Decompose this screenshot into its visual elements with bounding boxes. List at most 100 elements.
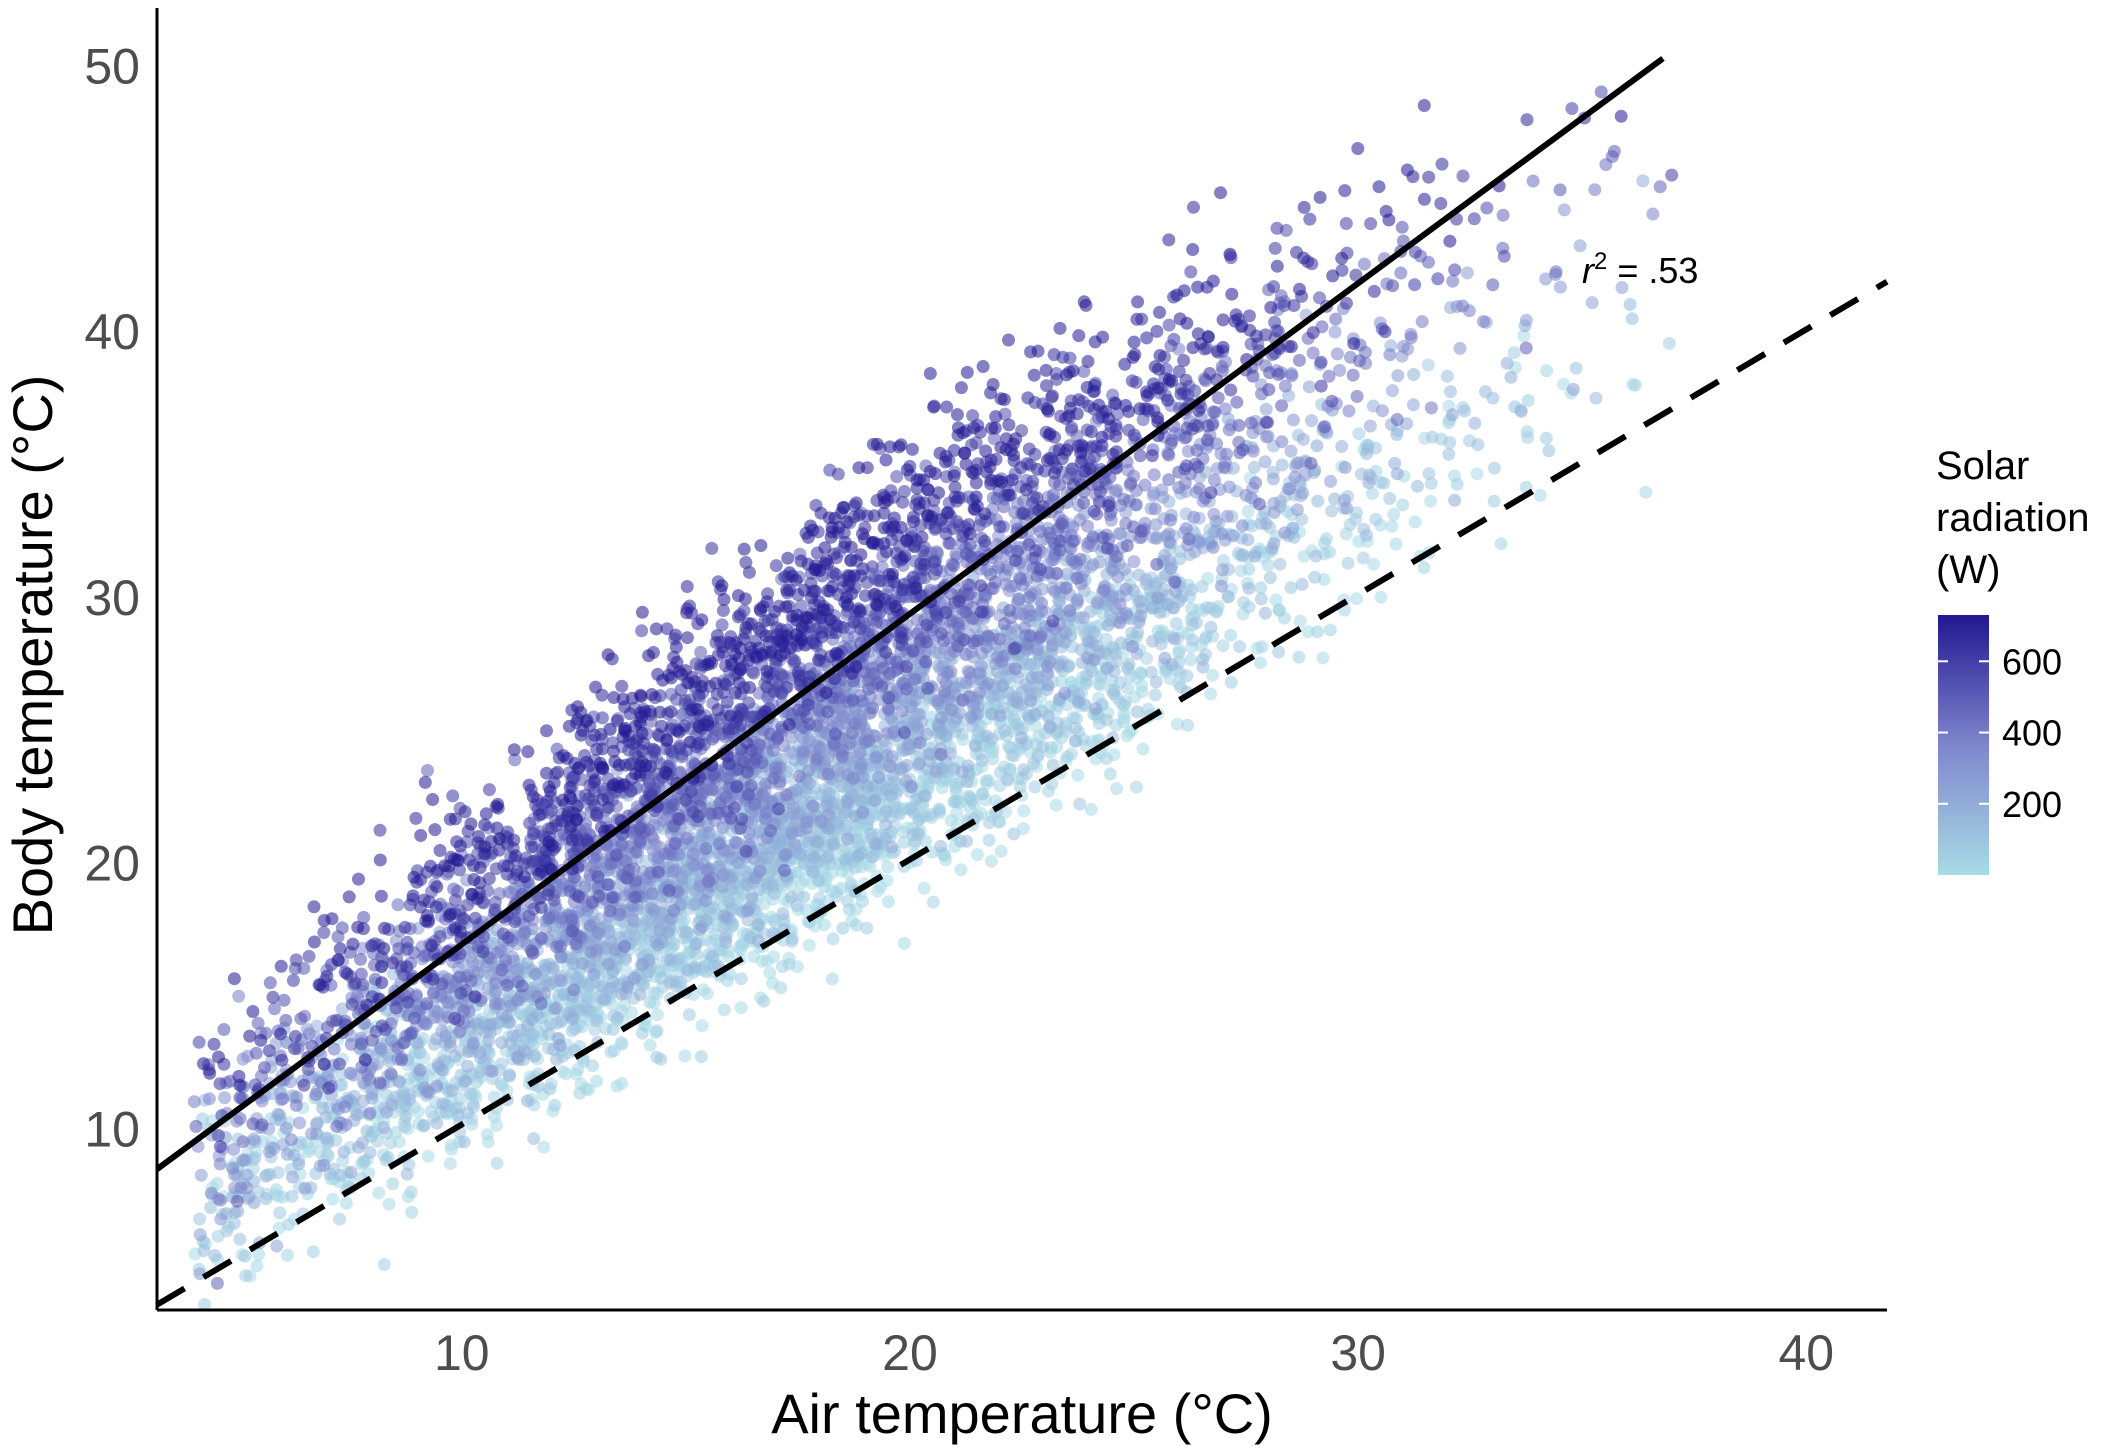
data-point	[947, 795, 961, 809]
data-point	[193, 1228, 207, 1242]
data-point	[1161, 598, 1175, 612]
data-point	[643, 1038, 657, 1052]
data-point	[1305, 414, 1318, 428]
data-point	[1343, 518, 1357, 532]
data-point	[1424, 476, 1438, 490]
data-point	[1309, 549, 1323, 563]
data-point	[1053, 595, 1067, 609]
data-point	[1407, 368, 1421, 381]
data-point	[687, 859, 701, 873]
data-point	[1241, 504, 1255, 518]
data-point	[610, 1079, 624, 1093]
data-point	[1308, 570, 1322, 584]
data-point	[917, 789, 931, 803]
data-point	[550, 1053, 564, 1066]
data-point	[273, 1206, 287, 1220]
data-point	[885, 840, 899, 854]
data-point	[1424, 401, 1438, 415]
data-point	[1258, 606, 1272, 620]
data-point	[1058, 635, 1072, 649]
data-point	[1113, 616, 1127, 630]
data-point	[1261, 558, 1275, 572]
data-point	[641, 914, 655, 928]
data-point	[774, 837, 787, 851]
data-point	[1636, 174, 1650, 188]
data-point	[897, 936, 911, 950]
data-point	[980, 729, 994, 743]
data-point	[1292, 650, 1306, 664]
data-point	[975, 753, 989, 767]
data-point	[972, 686, 986, 700]
data-point	[1254, 592, 1268, 606]
data-point	[1369, 512, 1383, 526]
data-point	[894, 763, 908, 777]
data-point	[1207, 507, 1221, 521]
data-point	[650, 1050, 664, 1064]
data-point	[757, 994, 771, 1008]
data-point	[1479, 385, 1492, 399]
data-point	[1328, 325, 1342, 339]
data-point	[481, 1135, 495, 1149]
data-point	[236, 1135, 250, 1149]
data-point	[404, 1185, 418, 1199]
data-point	[797, 744, 810, 758]
data-point	[1135, 685, 1149, 699]
data-point	[398, 1120, 412, 1134]
data-point	[910, 719, 924, 733]
data-point	[826, 932, 840, 946]
data-point	[1076, 611, 1090, 624]
data-point	[719, 932, 732, 946]
data-point	[214, 1193, 227, 1207]
data-point	[1460, 266, 1474, 280]
data-point	[1367, 557, 1380, 571]
data-point	[503, 1069, 517, 1083]
data-point	[1028, 780, 1042, 794]
data-point	[1360, 528, 1373, 542]
data-point	[436, 1097, 450, 1111]
data-point	[1072, 695, 1085, 709]
data-point	[298, 1181, 312, 1195]
data-point	[386, 1177, 400, 1191]
data-point	[680, 831, 694, 845]
data-point	[1114, 636, 1128, 650]
data-point	[1458, 404, 1471, 418]
data-point	[247, 1196, 261, 1210]
data-point	[273, 1108, 286, 1122]
data-point	[1566, 382, 1580, 396]
data-point	[413, 1063, 427, 1077]
data-point	[985, 854, 998, 868]
data-point	[635, 1026, 649, 1040]
data-point	[653, 923, 667, 937]
data-point	[1284, 581, 1298, 595]
data-point	[1167, 632, 1181, 646]
data-point	[834, 882, 848, 895]
data-point	[1119, 582, 1133, 596]
data-point	[1283, 482, 1297, 496]
data-point	[1016, 822, 1030, 835]
data-point	[1272, 603, 1286, 617]
data-point	[1097, 584, 1111, 597]
data-point	[1099, 647, 1113, 660]
data-point	[1114, 675, 1127, 689]
data-point	[292, 1157, 306, 1171]
data-point	[776, 907, 790, 920]
data-point	[1113, 597, 1127, 611]
data-point	[660, 953, 674, 967]
data-point	[1248, 549, 1262, 563]
data-point	[694, 1050, 708, 1064]
data-point	[1406, 398, 1420, 412]
data-point	[1448, 493, 1462, 507]
data-point	[380, 1105, 394, 1119]
data-point	[1223, 480, 1236, 494]
data-point	[335, 1002, 349, 1016]
data-point	[421, 1149, 435, 1163]
data-point	[1134, 609, 1148, 623]
data-point	[702, 875, 715, 889]
data-point	[382, 1197, 396, 1211]
data-point	[1267, 537, 1281, 551]
data-point	[1391, 369, 1405, 383]
data-point	[279, 1121, 293, 1135]
data-point	[1254, 656, 1267, 670]
data-point	[269, 1183, 283, 1197]
data-point	[1041, 659, 1055, 673]
